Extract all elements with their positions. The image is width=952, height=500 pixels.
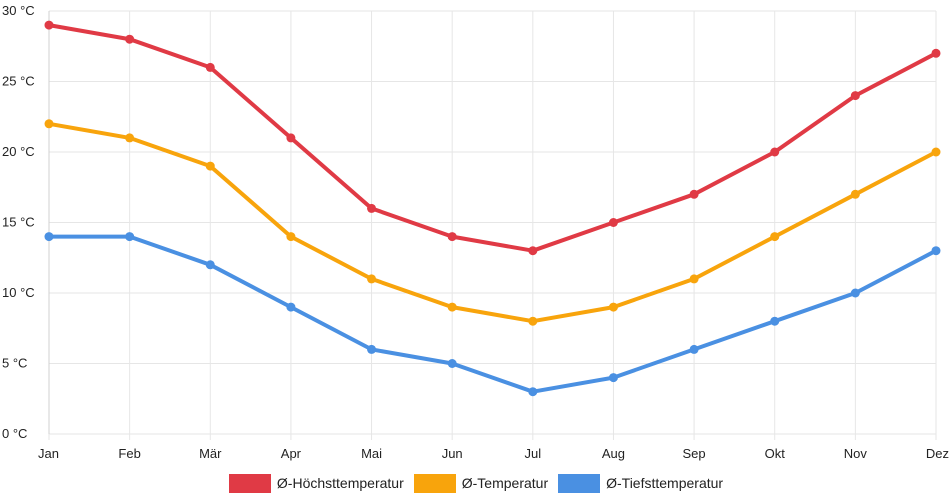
x-tick-label: Nov — [844, 446, 868, 461]
y-tick-label: 0 °C — [2, 426, 27, 441]
x-axis-ticks: Jan Feb Mär Apr Mai Jun Jul Aug Sep Okt Nov Dez — [38, 446, 949, 461]
data-point[interactable] — [44, 20, 54, 30]
y-tick-label: 10 °C — [2, 285, 35, 300]
data-point[interactable] — [205, 161, 215, 171]
y-tick-label: 25 °C — [2, 74, 35, 89]
data-point[interactable] — [447, 232, 457, 242]
legend-label-avg: Ø-Temperatur — [461, 475, 549, 491]
data-point[interactable] — [367, 344, 377, 354]
series-line-1 — [47, 121, 938, 324]
data-point[interactable] — [125, 34, 135, 44]
x-tick-label: Sep — [683, 446, 706, 461]
legend-swatch-min — [558, 473, 601, 493]
data-point[interactable] — [447, 359, 457, 368]
data-point[interactable] — [689, 344, 699, 354]
data-point[interactable] — [850, 288, 860, 298]
temperature-chart: 0 °C 5 °C 10 °C 15 °C 20 °C 25 °C 30 °C Jan Feb… — [2, 3, 949, 461]
data-point[interactable] — [689, 274, 699, 284]
data-point[interactable] — [286, 232, 296, 242]
data-point[interactable] — [528, 316, 538, 326]
y-tick-label: 30 °C — [2, 3, 35, 18]
x-tick-label: Jul — [525, 446, 542, 461]
x-tick-label: Apr — [281, 446, 302, 461]
data-point[interactable] — [931, 246, 941, 256]
data-point[interactable] — [528, 387, 538, 397]
data-point[interactable] — [205, 62, 215, 72]
legend-swatch-avg — [413, 473, 456, 493]
data-point[interactable] — [608, 302, 618, 312]
data-point[interactable] — [44, 232, 54, 242]
data-point[interactable] — [931, 48, 941, 58]
data-point[interactable] — [125, 133, 135, 143]
x-tick-label: Jan — [38, 446, 59, 461]
x-tick-label: Feb — [118, 446, 140, 461]
y-tick-label: 15 °C — [2, 215, 35, 230]
data-point[interactable] — [367, 203, 377, 213]
x-tick-label: Mai — [361, 446, 382, 461]
data-point[interactable] — [608, 373, 618, 383]
x-tick-label: Mär — [199, 446, 222, 461]
data-point[interactable] — [770, 147, 780, 157]
series-line-2 — [47, 234, 938, 394]
data-point[interactable] — [689, 189, 699, 199]
data-point[interactable] — [286, 133, 296, 143]
data-point[interactable] — [447, 302, 457, 312]
legend-item-avg[interactable]: Ø-Temperatur — [413, 473, 549, 493]
data-point[interactable] — [205, 260, 215, 270]
data-point[interactable] — [44, 119, 54, 129]
series-group — [44, 20, 941, 397]
data-point[interactable] — [286, 302, 296, 312]
data-point[interactable] — [528, 246, 538, 256]
data-point[interactable] — [367, 274, 377, 284]
y-axis-ticks: 0 °C 5 °C 10 °C 15 °C 20 °C 25 °C 30 °C — [2, 3, 35, 441]
y-tick-label: 20 °C — [2, 144, 35, 159]
x-tick-label: Aug — [602, 446, 625, 461]
series-line-0 — [47, 23, 938, 253]
legend-label-min: Ø-Tiefsttemperatur — [606, 475, 724, 491]
x-tick-label: Okt — [765, 446, 786, 461]
legend-item-max[interactable]: Ø-Höchsttemperatur — [228, 473, 404, 493]
data-point[interactable] — [850, 189, 860, 199]
legend-item-min[interactable]: Ø-Tiefsttemperatur — [558, 473, 724, 493]
data-point[interactable] — [850, 91, 860, 101]
grid — [48, 10, 937, 440]
data-point[interactable] — [608, 218, 618, 227]
legend: Ø-Höchsttemperatur Ø-Temperatur Ø-Tiefst… — [0, 472, 952, 494]
y-tick-label: 5 °C — [2, 356, 27, 371]
data-point[interactable] — [931, 147, 941, 157]
data-point[interactable] — [770, 232, 780, 242]
data-point[interactable] — [770, 316, 780, 326]
legend-label-max: Ø-Höchsttemperatur — [276, 475, 404, 491]
x-tick-label: Dez — [926, 446, 949, 461]
data-point[interactable] — [125, 232, 135, 242]
legend-swatch-max — [228, 473, 271, 493]
x-tick-label: Jun — [442, 446, 463, 461]
